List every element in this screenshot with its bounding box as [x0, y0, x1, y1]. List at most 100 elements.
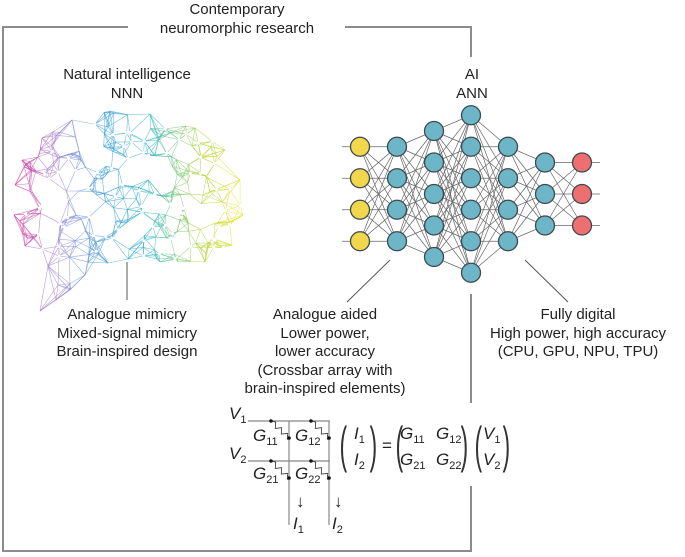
brain-edge [140, 191, 150, 207]
brain-edge [179, 219, 189, 224]
brain-edge [131, 141, 144, 153]
brain-edge [214, 163, 241, 181]
brain-edge [76, 215, 90, 218]
brain-edge [164, 195, 171, 205]
brain-edge [57, 158, 69, 173]
brain-node [36, 232, 41, 237]
brain-edge [225, 210, 230, 225]
brain-edge [41, 131, 61, 139]
brain-edge [131, 179, 149, 187]
brain-node [210, 139, 215, 144]
brain-node [184, 132, 188, 136]
brain-edge [59, 255, 70, 258]
brain-edge [112, 151, 129, 159]
equals-sign: = [382, 436, 392, 455]
brain-edge [123, 198, 128, 210]
brain-edge [214, 239, 224, 248]
brain-edge [48, 164, 55, 179]
brain-node [210, 236, 214, 240]
eq-v1: V1 [483, 424, 501, 446]
brain-edge [176, 159, 189, 165]
brain-edge [154, 249, 156, 256]
brain-edge [211, 226, 219, 239]
eq-g21: G21 [400, 450, 426, 472]
brain-edge [28, 183, 33, 193]
brain-edge [118, 187, 124, 199]
brain-edge [128, 206, 142, 220]
input-node [349, 136, 371, 157]
brain-edge [126, 209, 130, 220]
hidden-node [460, 105, 482, 126]
hidden-node [534, 215, 556, 236]
brain-edge [191, 127, 196, 147]
brain-edge [105, 201, 114, 209]
brain-node [142, 139, 147, 143]
brain-edge [71, 119, 96, 125]
brain-node [238, 204, 242, 208]
brain-edge [14, 184, 33, 193]
brain-edge [44, 164, 55, 175]
brain-edge [39, 288, 71, 312]
brain-edge [127, 247, 144, 260]
label-line: Brain-inspired design [56, 343, 198, 360]
brain-edge [113, 132, 127, 135]
brain-edge [136, 187, 139, 199]
brain-node [163, 127, 167, 131]
brain-edge [74, 136, 80, 152]
hidden-node [423, 183, 445, 205]
brain-node [228, 222, 232, 227]
ann-edge [470, 146, 509, 210]
brain-edge [67, 201, 69, 218]
brain-edge [47, 265, 57, 301]
brain-edge [229, 189, 241, 206]
brain-edge [200, 247, 206, 263]
brain-edge [200, 247, 209, 249]
brain-node [152, 192, 157, 197]
brain-edge [222, 201, 241, 207]
label-line: (CPU, GPU, NPU, TPU) [497, 343, 659, 360]
brain-edge [190, 246, 201, 249]
brain-edge [206, 176, 211, 192]
g12-label: G12 [295, 426, 321, 448]
frame-lines [2, 26, 472, 552]
brain-edge [59, 215, 77, 224]
brain-edge [58, 240, 76, 257]
brain-edge [103, 186, 119, 194]
brain-edge [95, 236, 106, 243]
brain-node [37, 206, 42, 210]
brain-node [169, 202, 173, 206]
brain-edge [78, 151, 86, 168]
junction-dot [287, 436, 291, 440]
nnn-heading: Natural intelligence NNN [63, 66, 191, 103]
brain-edge [69, 256, 86, 276]
brain-node [147, 153, 151, 158]
brain-edge [182, 213, 189, 224]
brain-edge [95, 242, 109, 264]
brain-edge [48, 171, 59, 179]
right-paren: ) [460, 417, 469, 473]
brain-edge [95, 235, 113, 243]
brain-edge [122, 184, 139, 192]
brain-edge [200, 155, 217, 158]
g22-label: G22 [295, 464, 321, 486]
brain-node [177, 138, 181, 142]
brain-edge [120, 219, 130, 223]
brain-edge [64, 218, 82, 228]
brain-edge [75, 160, 82, 171]
brain-edge [103, 112, 114, 135]
title-line: neuromorphic research [159, 19, 315, 37]
brain-edge [165, 128, 187, 135]
brain-node [151, 224, 155, 229]
brain-network [13, 110, 244, 312]
brain-edge [187, 170, 189, 183]
brain-edge [51, 131, 53, 146]
brain-node [212, 245, 216, 249]
brain-edge [161, 132, 171, 137]
brain-node [142, 254, 146, 258]
right-paren: ) [369, 417, 378, 473]
brain-edge [158, 139, 167, 154]
brain-edge [206, 163, 215, 178]
ann-heading: AI ANN [456, 66, 488, 103]
brain-edge [158, 128, 166, 141]
ann-edge [433, 115, 472, 195]
